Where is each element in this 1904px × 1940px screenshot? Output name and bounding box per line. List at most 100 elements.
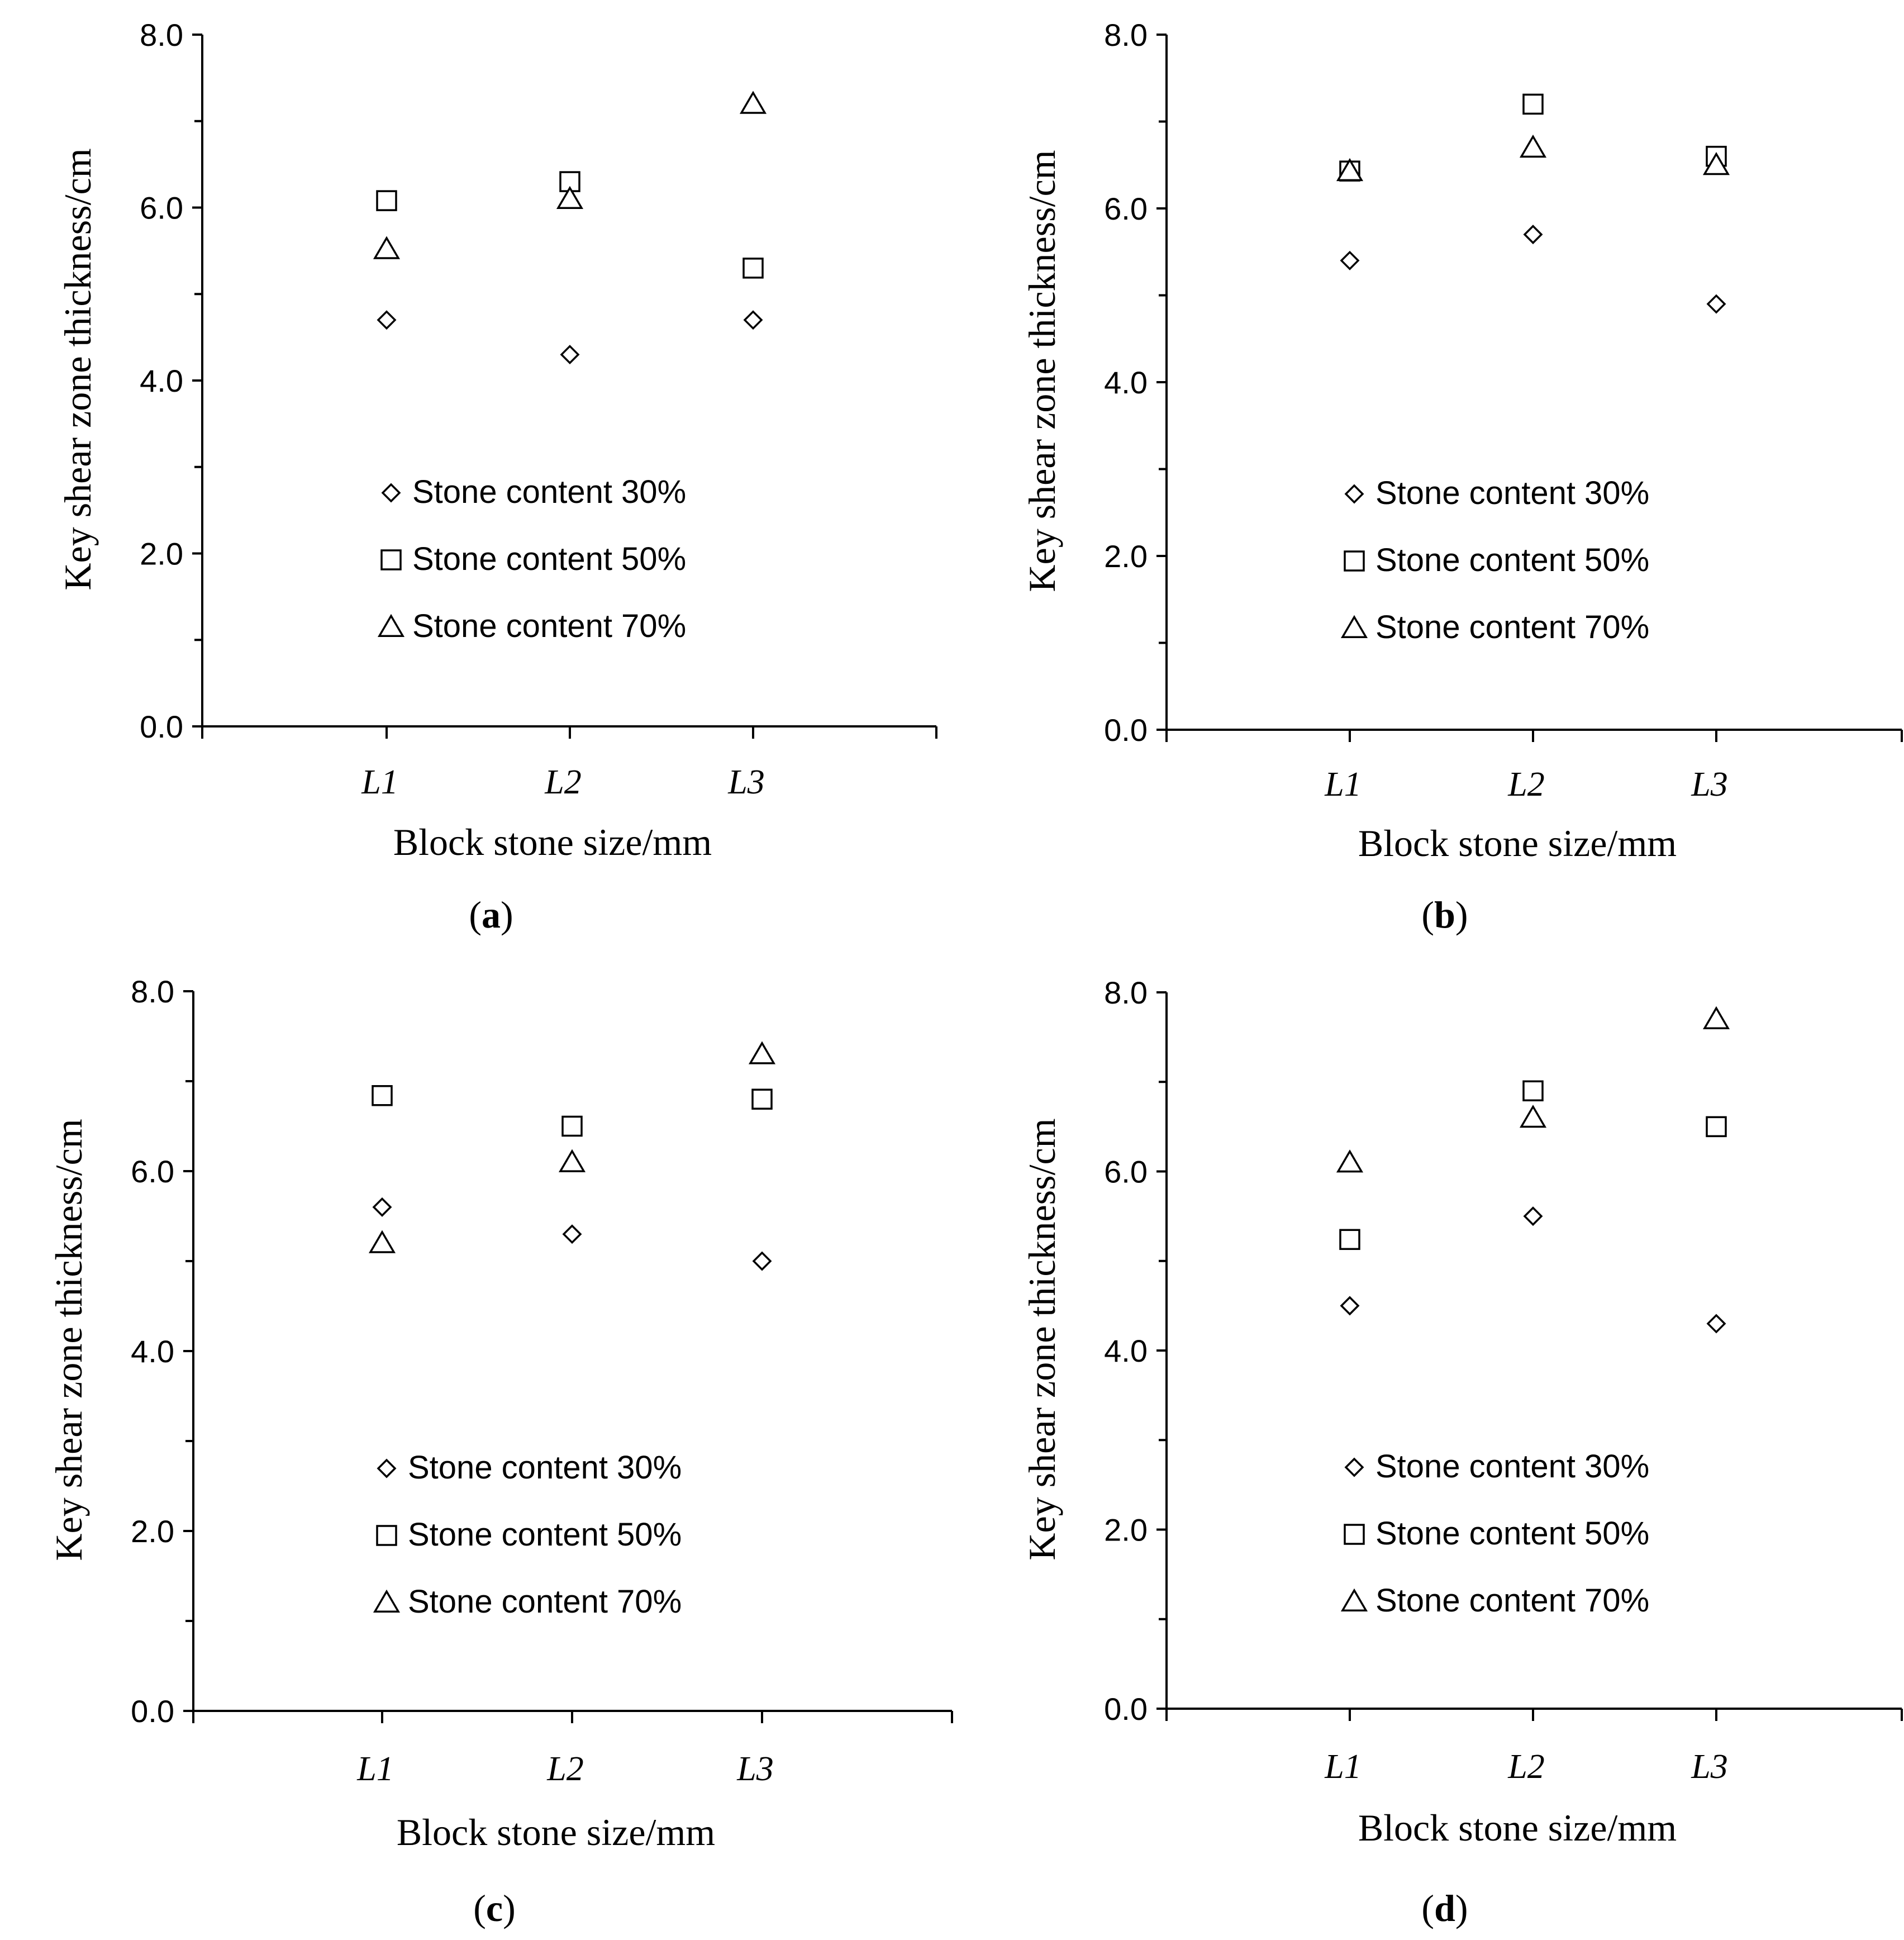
legend-square-icon — [380, 549, 402, 570]
point-diamond-l1 — [1340, 250, 1360, 270]
point-triangle-l1 — [373, 236, 401, 259]
y-tick-label: 4.0 — [1104, 1333, 1148, 1368]
panel-label: (a) — [469, 893, 513, 936]
y-tick-label: 8.0 — [1104, 17, 1148, 53]
point-triangle-l3 — [748, 1041, 776, 1064]
legend-diamond-icon — [1344, 484, 1364, 504]
y-axis-title: Key shear zone thickness/cm — [47, 1119, 90, 1561]
point-square-l1 — [1339, 1229, 1360, 1250]
panel-letter: c — [486, 1887, 503, 1929]
y-axis-title: Key shear zone thickness/cm — [1021, 1118, 1063, 1560]
x-tick-label-l3: L3 — [736, 1750, 773, 1788]
legend-label: Stone content 50% — [412, 541, 686, 577]
legend-label: Stone content 30% — [408, 1449, 682, 1486]
y-tick-label: 8.0 — [1104, 975, 1148, 1010]
point-triangle-l3 — [739, 91, 767, 114]
legend-square-icon — [1344, 1524, 1365, 1545]
point-square-l3 — [742, 258, 764, 279]
legend: Stone content 30% Stone content 50% Stone … — [1340, 475, 1649, 645]
x-axis-title: Block stone size/mm — [393, 821, 712, 863]
point-square-l2 — [1522, 1080, 1544, 1102]
legend-label: Stone content 70% — [1375, 609, 1649, 645]
legend-label: Stone content 30% — [1375, 1448, 1649, 1485]
x-tick-label-l3: L3 — [1691, 765, 1727, 803]
legend: Stone content 30% Stone content 50% Stone … — [1340, 1448, 1649, 1619]
point-triangle-l3 — [1702, 1006, 1730, 1030]
y-tick-label: 0.0 — [1104, 1691, 1148, 1727]
point-triangle-l1 — [1336, 158, 1364, 182]
x-tick-label-l1: L1 — [1324, 765, 1361, 803]
point-triangle-l2 — [1519, 134, 1547, 158]
panel-a: 0.0 2.0 4.0 6.0 8.0 L1 L2 L3 Block stone size/mm… — [56, 17, 937, 936]
panel-letter: a — [482, 893, 501, 936]
y-tick-label: 0.0 — [1104, 712, 1148, 748]
y-tick-label: 6.0 — [1104, 191, 1148, 226]
x-tick-label-l3: L3 — [727, 763, 764, 801]
y-tick-label: 2.0 — [1104, 1513, 1148, 1548]
point-diamond-l2 — [560, 345, 580, 365]
point-triangle-l3 — [1702, 151, 1730, 175]
legend-label: Stone content 70% — [412, 608, 686, 644]
x-axis-title: Block stone size/mm — [1358, 1806, 1677, 1849]
panel-letter: b — [1434, 893, 1455, 936]
legend-triangle-icon — [1340, 615, 1368, 638]
y-tick-label: 6.0 — [131, 1154, 174, 1189]
y-tick-label: 4.0 — [1104, 365, 1148, 400]
y-tick-label: 0.0 — [131, 1694, 174, 1729]
x-tick-label-l1: L1 — [1324, 1748, 1361, 1786]
point-diamond-l2 — [562, 1224, 582, 1244]
point-diamond-l1 — [377, 310, 397, 330]
point-square-l2 — [561, 1115, 583, 1137]
x-tick-label-l2: L2 — [1507, 1748, 1544, 1786]
y-tick-label: 6.0 — [1104, 1154, 1148, 1190]
point-square-l3 — [1706, 1116, 1727, 1138]
x-axis-title: Block stone size/mm — [397, 1811, 715, 1853]
panel-label: (b) — [1421, 893, 1468, 936]
x-tick-label-l3: L3 — [1691, 1748, 1727, 1786]
y-tick-label: 4.0 — [131, 1334, 174, 1369]
legend-square-icon — [1344, 550, 1365, 572]
point-diamond-l1 — [372, 1197, 392, 1217]
point-diamond-l3 — [743, 310, 763, 330]
point-diamond-l2 — [1523, 1206, 1543, 1226]
panel-c: 0.0 2.0 4.0 6.0 8.0 L1 L2 L3 Block stone size/mm… — [47, 974, 953, 1929]
point-triangle-l2 — [556, 186, 584, 209]
legend-label: Stone content 70% — [1375, 1582, 1649, 1619]
point-diamond-l2 — [1523, 225, 1543, 245]
point-square-l2 — [1522, 93, 1544, 115]
point-diamond-l3 — [1706, 1314, 1726, 1334]
panel-label: (d) — [1421, 1887, 1468, 1929]
x-tick-label-l2: L2 — [1507, 765, 1544, 803]
point-square-l3 — [751, 1088, 773, 1110]
point-triangle-l1 — [1336, 1149, 1364, 1173]
legend-triangle-icon — [1340, 1588, 1368, 1611]
y-axis-title: Key shear zone thickness/cm — [56, 148, 99, 590]
point-diamond-l3 — [752, 1251, 772, 1271]
point-diamond-l1 — [1340, 1296, 1360, 1316]
legend-label: Stone content 50% — [1375, 542, 1649, 578]
x-tick-label-l1: L1 — [361, 763, 398, 801]
y-tick-label: 8.0 — [140, 17, 183, 53]
x-tick-label-l2: L2 — [544, 763, 581, 801]
y-axis-title: Key shear zone thickness/cm — [1021, 150, 1063, 592]
panel-d: 0.0 2.0 4.0 6.0 8.0 L1 L2 L3 Block stone size/mm… — [1021, 975, 1903, 1929]
legend-label: Stone content 30% — [1375, 475, 1649, 511]
legend: Stone content 30% Stone content 50% Stone … — [377, 474, 686, 644]
y-tick-label: 0.0 — [140, 709, 183, 744]
x-tick-label-l1: L1 — [356, 1750, 393, 1788]
panel-letter: d — [1434, 1887, 1455, 1929]
y-tick-label: 8.0 — [131, 974, 174, 1009]
legend-label: Stone content 70% — [408, 1584, 682, 1620]
x-tick-label-l2: L2 — [546, 1750, 583, 1788]
y-tick-label: 6.0 — [140, 191, 183, 226]
panel-b: 0.0 2.0 4.0 6.0 8.0 L1 L2 L3 Block stone size/mm… — [1021, 17, 1903, 936]
point-triangle-l2 — [558, 1149, 586, 1172]
y-tick-label: 2.0 — [131, 1514, 174, 1549]
legend-label: Stone content 30% — [412, 474, 686, 510]
point-triangle-l1 — [368, 1230, 396, 1253]
legend-label: Stone content 50% — [408, 1516, 682, 1553]
point-diamond-l3 — [1706, 294, 1726, 314]
legend-diamond-icon — [1344, 1457, 1364, 1477]
legend: Stone content 30% Stone content 50% Stone … — [373, 1449, 682, 1620]
